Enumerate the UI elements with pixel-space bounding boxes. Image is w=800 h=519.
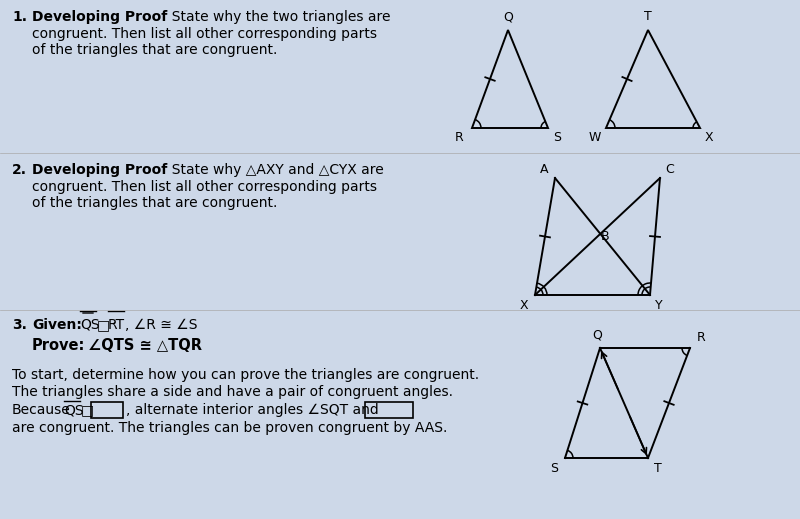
Text: Developing Proof: Developing Proof (32, 163, 167, 177)
Text: R: R (697, 331, 706, 344)
Text: State why the two triangles are: State why the two triangles are (163, 10, 390, 24)
Text: of the triangles that are congruent.: of the triangles that are congruent. (32, 196, 278, 210)
Text: The triangles share a side and have a pair of congruent angles.: The triangles share a side and have a pa… (12, 385, 453, 399)
Text: T: T (644, 10, 652, 23)
Text: S: S (550, 462, 558, 475)
Text: ∠QTS ≅ △TQR: ∠QTS ≅ △TQR (83, 338, 202, 353)
Text: , alternate interior angles ∠SQT and: , alternate interior angles ∠SQT and (126, 403, 378, 417)
Text: Prove:: Prove: (32, 338, 86, 353)
Text: □: □ (97, 318, 110, 332)
Text: are congruent. The triangles can be proven congruent by AAS.: are congruent. The triangles can be prov… (12, 421, 447, 435)
Text: C: C (665, 163, 674, 176)
Text: congruent. Then list all other corresponding parts: congruent. Then list all other correspon… (32, 180, 377, 194)
Text: Given:: Given: (32, 318, 82, 332)
Text: S: S (553, 131, 561, 144)
Text: B: B (601, 230, 610, 243)
Bar (365, 402, 413, 418)
Text: 1.: 1. (12, 10, 27, 24)
Text: A: A (539, 163, 548, 176)
Text: W: W (589, 131, 601, 144)
Text: RT: RT (108, 318, 125, 332)
Text: X: X (705, 131, 714, 144)
Text: To start, determine how you can prove the triangles are congruent.: To start, determine how you can prove th… (12, 368, 479, 382)
Text: T: T (654, 462, 662, 475)
Text: of the triangles that are congruent.: of the triangles that are congruent. (32, 43, 278, 57)
Text: congruent. Then list all other corresponding parts: congruent. Then list all other correspon… (32, 27, 377, 41)
Text: R: R (455, 131, 464, 144)
Text: Developing Proof: Developing Proof (32, 10, 167, 24)
Text: Y: Y (655, 299, 662, 312)
Text: Q: Q (592, 329, 602, 342)
Text: 3.: 3. (12, 318, 27, 332)
Bar (91, 402, 123, 418)
Text: Because: Because (12, 403, 70, 417)
Text: State why △AXY and △CYX are: State why △AXY and △CYX are (163, 163, 384, 177)
Text: QS: QS (80, 318, 100, 332)
Text: □: □ (81, 403, 94, 417)
Text: X: X (519, 299, 528, 312)
Text: Q: Q (503, 10, 513, 23)
Text: , ∠R ≅ ∠S: , ∠R ≅ ∠S (125, 318, 198, 332)
Text: 2.: 2. (12, 163, 27, 177)
Text: QS: QS (64, 403, 84, 417)
